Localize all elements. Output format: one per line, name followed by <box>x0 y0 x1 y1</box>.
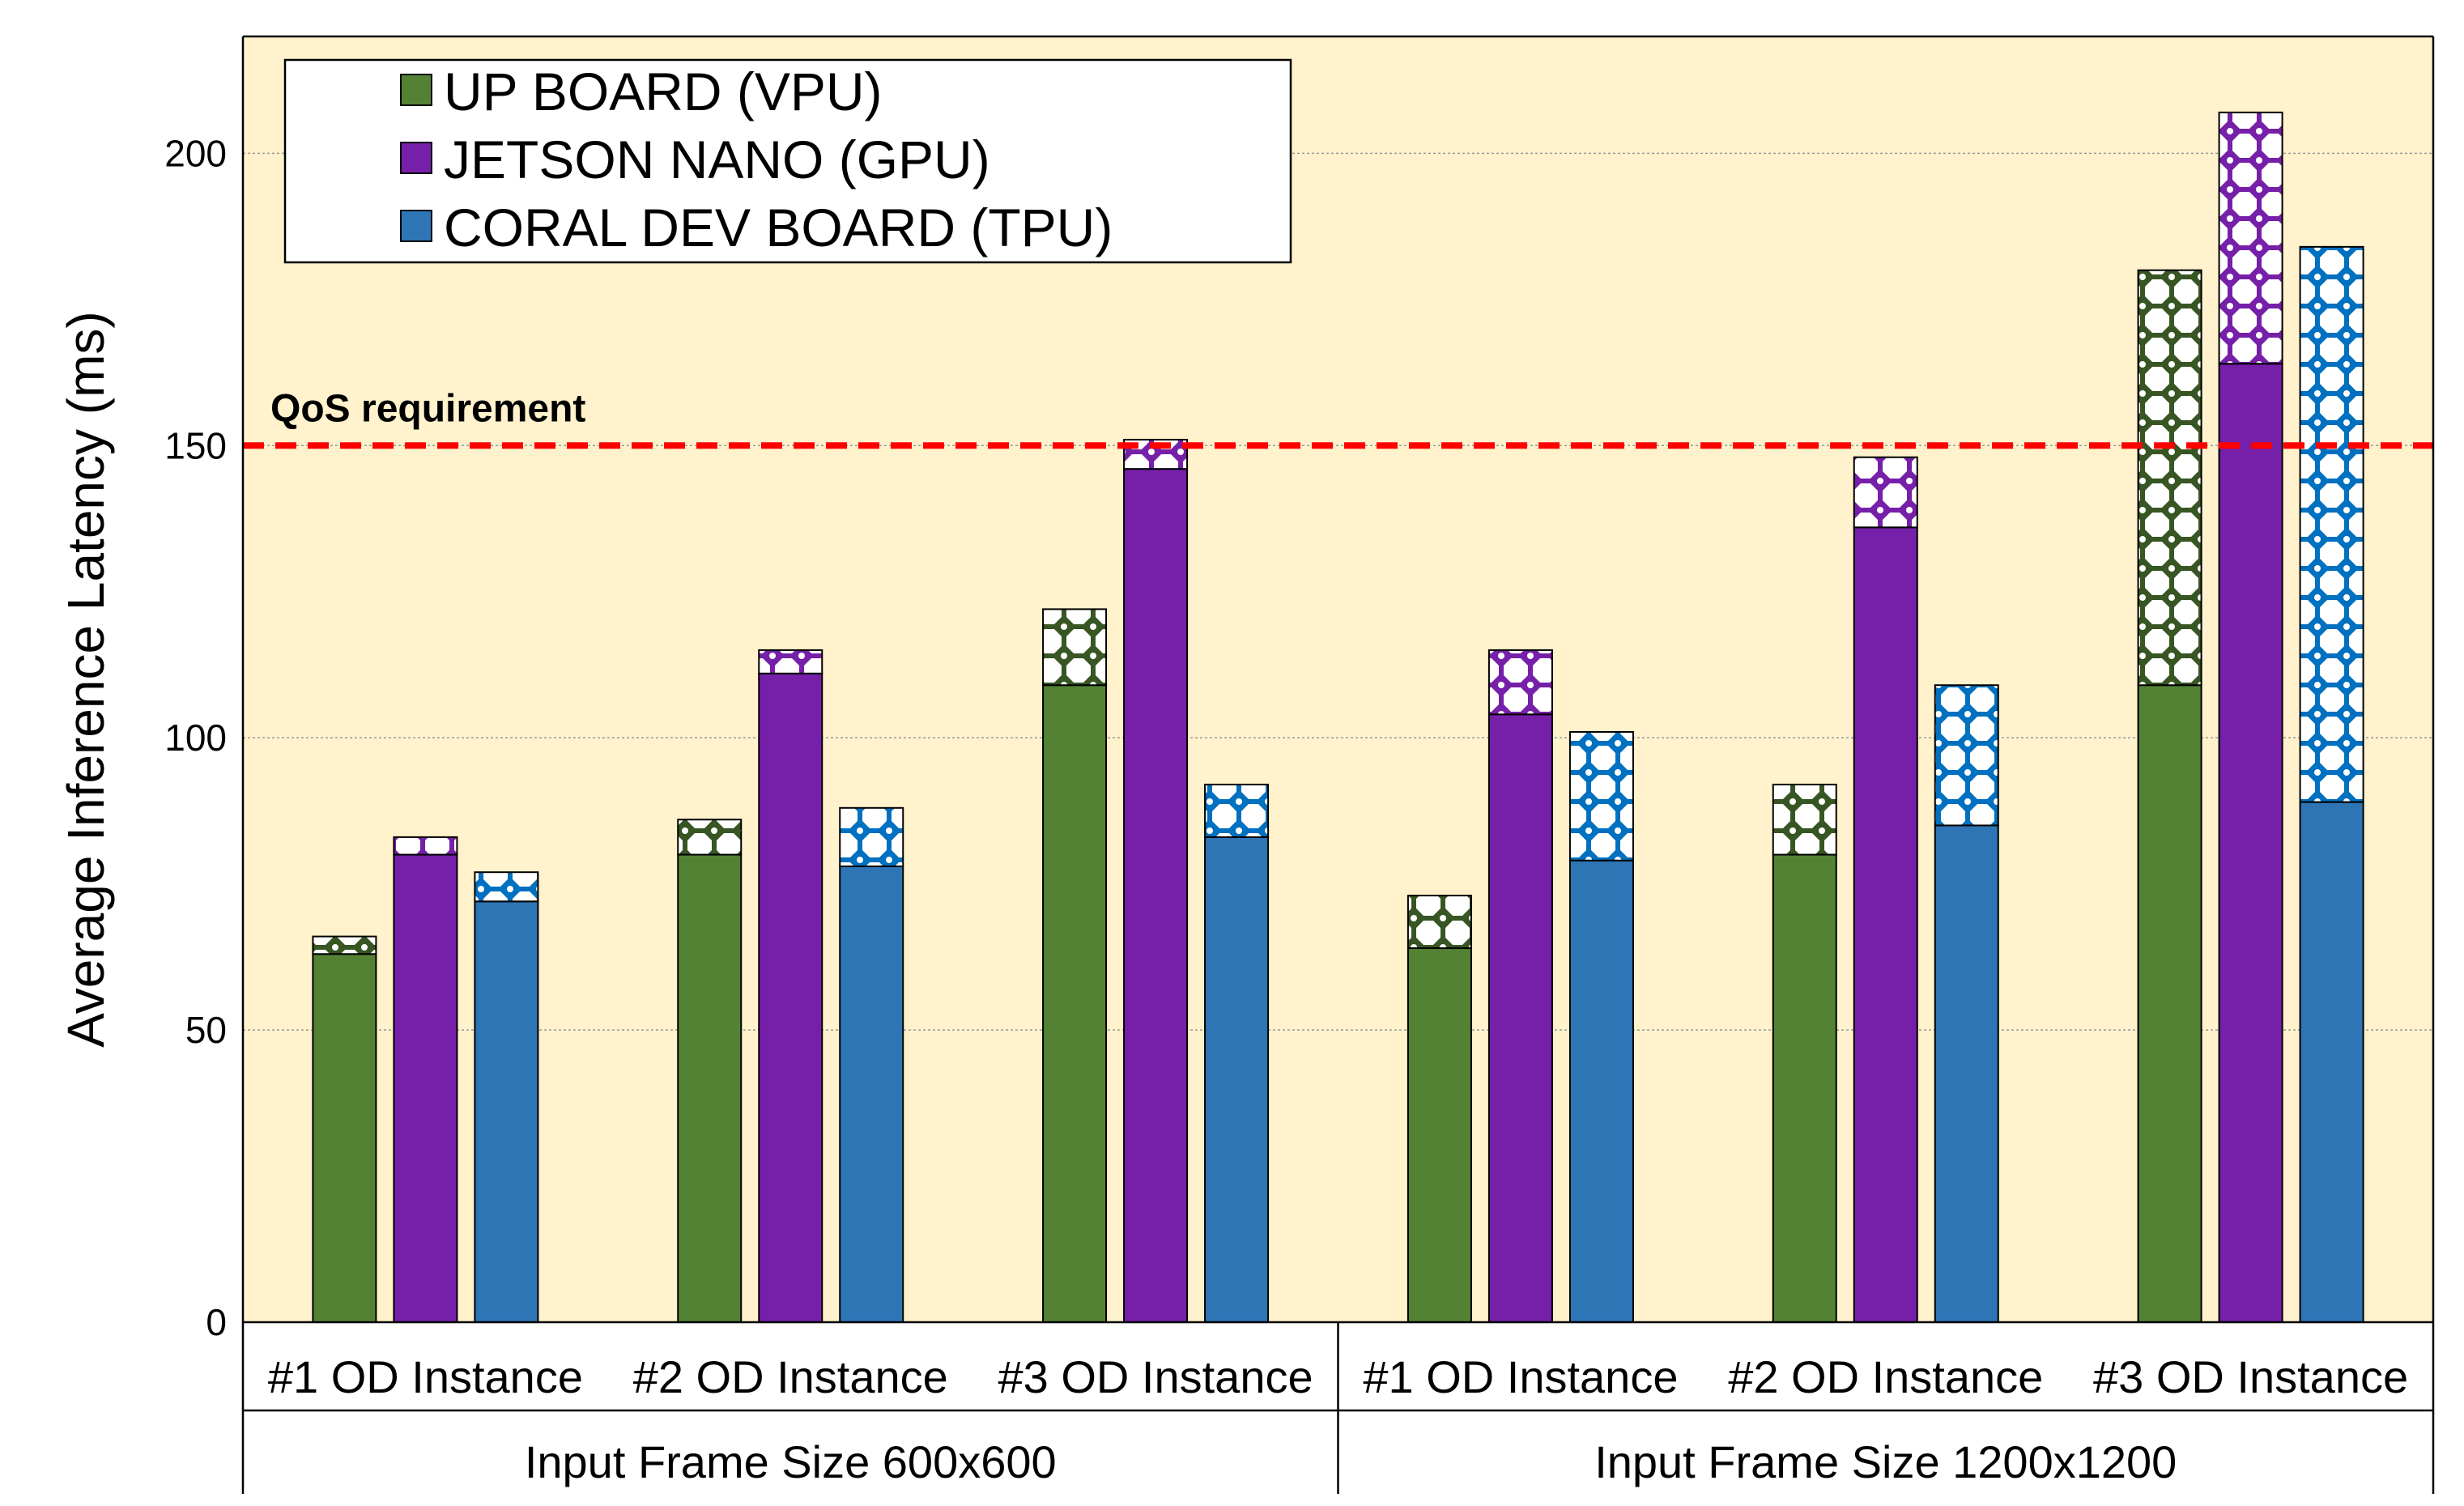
bar-jetson-nano-overhead <box>1487 649 1553 716</box>
bar-coral-dev-board-base <box>2299 801 2364 1323</box>
bar-up-board-overhead <box>1406 895 1472 950</box>
y-tick-labels: 0 50 100 150 200 <box>164 132 227 1343</box>
bar-jetson-nano-overhead <box>1853 456 1918 529</box>
x-group-label: Input Frame Size 600x600 <box>525 1436 1057 1487</box>
bar-up-board-base <box>1772 853 1837 1323</box>
x-category-label: #1 OD Instance <box>268 1351 583 1402</box>
legend-swatch-up-board <box>400 74 432 106</box>
legend: UP BOARD (VPU) JETSON NANO (GPU) CORAL DEV… <box>283 58 1292 264</box>
x-category-label: #3 OD Instance <box>998 1351 1313 1402</box>
bar-up-board-overhead <box>1042 608 1108 687</box>
bar-jetson-nano-overhead <box>393 836 458 856</box>
bar-coral-dev-board-overhead <box>1204 783 1270 838</box>
y-tick-label: 100 <box>164 717 227 759</box>
bar-jetson-nano-base <box>393 853 458 1323</box>
x-category-label: #1 OD Instance <box>1363 1351 1678 1402</box>
bar-jetson-nano-base <box>1123 468 1189 1323</box>
bar-coral-dev-board-overhead <box>839 806 904 867</box>
bar-up-board-overhead <box>1772 783 1837 856</box>
legend-box <box>283 58 1292 264</box>
bar-up-board-base <box>312 953 377 1323</box>
qos-threshold-label: QoS requirement <box>270 387 585 430</box>
x-category-label: #2 OD Instance <box>633 1351 948 1402</box>
bar-up-board-overhead <box>677 819 743 856</box>
bar-coral-dev-board-overhead <box>2299 245 2364 803</box>
bar-coral-dev-board-overhead <box>1568 730 1634 861</box>
x-category-label: #2 OD Instance <box>1728 1351 2043 1402</box>
bar-coral-dev-board-overhead <box>474 871 539 903</box>
bar-coral-dev-board-base <box>1568 859 1634 1324</box>
bar-jetson-nano-base <box>1853 526 1918 1323</box>
y-tick-label: 150 <box>164 424 227 466</box>
bar-up-board-base <box>2137 684 2202 1323</box>
bar-up-board-base <box>677 853 743 1323</box>
threshold: QoS requirement <box>243 387 2433 449</box>
axes <box>241 35 2435 1494</box>
bar-jetson-nano-overhead <box>2218 111 2283 365</box>
bar-coral-dev-board-base <box>474 900 539 1323</box>
y-tick-label: 200 <box>164 132 227 174</box>
legend-swatch-coral-dev-board <box>400 210 432 242</box>
bar-up-board-base <box>1042 684 1108 1323</box>
bar-coral-dev-board-base <box>1204 836 1270 1323</box>
bar-up-board-overhead <box>2137 269 2202 687</box>
legend-label-up-board: UP BOARD (VPU) <box>444 62 883 121</box>
bar-coral-dev-board-overhead <box>1934 684 1999 827</box>
legend-label-jetson-nano: JETSON NANO (GPU) <box>444 130 990 189</box>
x-category-labels: #1 OD Instance #2 OD Instance #3 OD Instan… <box>268 1351 2408 1487</box>
y-axis-title: Average Inference Latency (ms) <box>57 311 115 1048</box>
x-category-label: #3 OD Instance <box>2093 1351 2408 1402</box>
legend-label-coral-dev-board: CORAL DEV BOARD (TPU) <box>444 198 1113 257</box>
bar-coral-dev-board-base <box>839 865 904 1323</box>
legend-swatch-jetson-nano <box>400 142 432 174</box>
x-group-label: Input Frame Size 1200x1200 <box>1594 1436 2177 1487</box>
bar-up-board-base <box>1406 947 1472 1323</box>
bar-jetson-nano-base <box>1487 713 1553 1323</box>
bars <box>312 111 2364 1324</box>
y-tick-label: 0 <box>206 1301 227 1343</box>
y-tick-label: 50 <box>185 1009 227 1051</box>
bar-jetson-nano-overhead <box>758 649 823 674</box>
bar-up-board-overhead <box>312 935 377 955</box>
bar-jetson-nano-base <box>2218 363 2283 1324</box>
bar-coral-dev-board-base <box>1934 824 1999 1323</box>
bar-jetson-nano-base <box>758 672 823 1323</box>
